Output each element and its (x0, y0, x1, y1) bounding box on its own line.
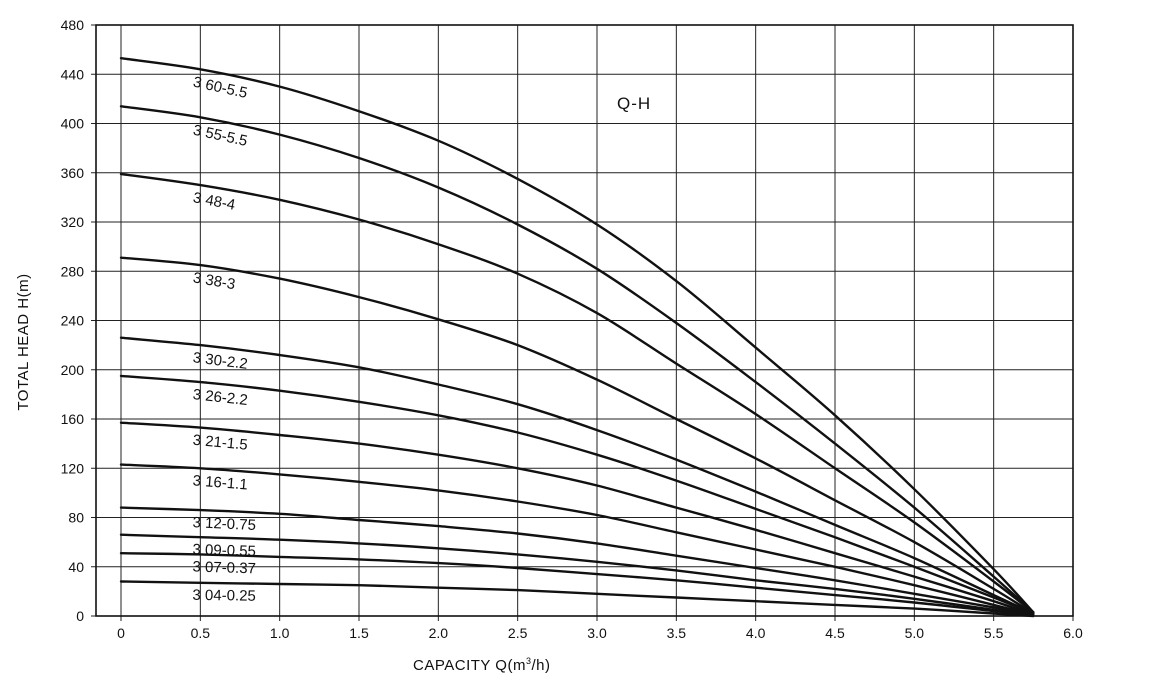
series-line-3-26-2-2 (119, 374, 1035, 615)
series-line-3-30-2-2 (119, 336, 1035, 615)
x-tick-label: 6.0 (1063, 625, 1083, 641)
x-tick-labels: 0 0.5 1.0 1.5 2.0 2.5 3.0 3.5 4.0 4.5 5.0 5.5 6.0 (117, 625, 1083, 641)
y-tick-label: 80 (68, 510, 84, 526)
series-label-3-48-4: 3 48-4 (192, 189, 237, 214)
y-axis-label: TOTAL HEAD H(m) (15, 273, 32, 410)
y-tick-label: 400 (61, 116, 85, 132)
x-tick-label: 3.0 (587, 625, 607, 641)
y-tick-label: 480 (61, 17, 85, 33)
grid (91, 24, 1074, 621)
plot-frame (95, 24, 1074, 617)
y-tick-label: 160 (61, 411, 85, 427)
series-line-3-48-4 (119, 172, 1035, 614)
x-tick-label: 1.0 (270, 625, 290, 641)
series-label-3-26-2-2: 3 26-2.2 (192, 386, 249, 409)
x-tick-label: 0.5 (191, 625, 211, 641)
x-tick-label: 4.0 (746, 625, 766, 641)
y-tick-label: 280 (61, 263, 85, 279)
series-label-3-38-3: 3 38-3 (192, 269, 237, 293)
series-label-3-12-0-75: 3 12-0.75 (192, 514, 256, 534)
series-line-3-38-3 (119, 256, 1035, 615)
y-tick-label: 0 (76, 608, 84, 624)
x-tick-label: 4.5 (825, 625, 845, 641)
series-line-3-55-5-5 (119, 105, 1035, 614)
x-tick-label: 5.0 (905, 625, 925, 641)
y-tick-label: 440 (61, 66, 85, 82)
x-tick-label: 0 (117, 625, 125, 641)
y-tick-label: 360 (61, 165, 85, 181)
series-line-3-16-1-1 (119, 463, 1035, 616)
y-tick-label: 200 (61, 362, 85, 378)
series-line-3-09-0-55 (119, 533, 1035, 616)
x-tick-label: 5.5 (984, 625, 1004, 641)
series-line-3-21-1-5 (119, 421, 1035, 616)
x-tick-label: 2.5 (508, 625, 528, 641)
series-label-3-04-0-25: 3 04-0.25 (192, 587, 256, 605)
x-tick-label: 3.5 (667, 625, 687, 641)
x-axis-label-main: CAPACITY Q(m (413, 657, 526, 674)
x-axis-label-tail: /h) (531, 657, 550, 674)
x-tick-label: 1.5 (349, 625, 369, 641)
series-curves (119, 57, 1035, 618)
series-line-3-60-5-5 (119, 57, 1035, 614)
series-label-3-30-2-2: 3 30-2.2 (192, 349, 249, 373)
y-tick-label: 40 (68, 559, 84, 575)
y-tick-labels: 0 40 80 120 160 200 240 280 320 360 400 440 480 (61, 17, 85, 624)
series-label-3-21-1-5: 3 21-1.5 (192, 432, 248, 454)
series-label-3-09-0-55: 3 09-0.55 (192, 541, 256, 560)
series-labels: 3 60-5.53 55-5.53 48-43 38-33 30-2.23 26… (192, 74, 257, 605)
y-tick-label: 320 (61, 214, 85, 230)
series-line-3-04-0-25 (119, 580, 1035, 618)
series-line-3-07-0-37 (119, 552, 1035, 616)
series-line-3-12-0-75 (119, 506, 1035, 616)
y-tick-label: 240 (61, 313, 85, 329)
series-label-3-16-1-1: 3 16-1.1 (192, 472, 248, 493)
series-label-3-07-0-37: 3 07-0.37 (192, 558, 256, 577)
y-tick-label: 120 (61, 460, 85, 476)
chart-title: Q-H (617, 94, 651, 113)
x-tick-label: 2.0 (429, 625, 449, 641)
x-axis-label-superscript: 3 (526, 656, 532, 666)
x-axis-label: CAPACITY Q(m3/h) (413, 656, 551, 674)
